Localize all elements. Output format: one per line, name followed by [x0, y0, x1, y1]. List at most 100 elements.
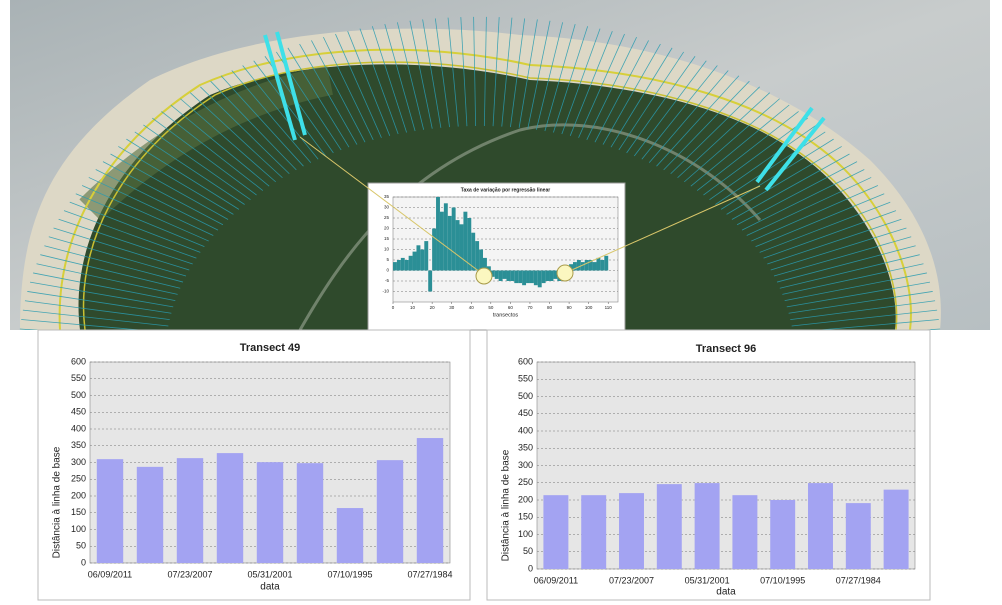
- bar: [376, 460, 404, 563]
- bar: [463, 211, 468, 271]
- y-tick-label: 200: [518, 494, 533, 504]
- y-axis-label: Distância à linha de base: [52, 446, 63, 558]
- bar: [396, 260, 401, 271]
- transect: [518, 19, 538, 128]
- x-tick-label: 0: [392, 305, 395, 310]
- road: [298, 123, 762, 330]
- y-tick-label: 550: [518, 374, 533, 384]
- bar: [584, 260, 589, 271]
- bar: [573, 262, 577, 271]
- transect: [696, 111, 799, 191]
- transect: [27, 291, 172, 314]
- bar: [498, 270, 503, 281]
- bar: [600, 260, 605, 271]
- y-tick-label: 250: [518, 477, 533, 487]
- transect: [434, 18, 450, 128]
- highlight-transect: [263, 34, 297, 141]
- transect: [24, 300, 170, 320]
- bar: [510, 270, 515, 281]
- transect: [102, 161, 224, 226]
- transect: [776, 245, 916, 283]
- bar: [588, 260, 593, 271]
- transect: [527, 20, 551, 129]
- transect: [726, 146, 842, 215]
- bar: [514, 270, 519, 284]
- satellite-map: [10, 0, 990, 330]
- transect: [690, 104, 790, 187]
- transect: [663, 80, 750, 171]
- transect: [220, 75, 304, 167]
- y-tick-label: 350: [518, 443, 533, 453]
- y-tick-label: 20: [384, 226, 390, 231]
- y-tick-label: 50: [523, 546, 533, 556]
- transect: [323, 36, 374, 141]
- transect: [677, 92, 771, 179]
- transect: [483, 16, 487, 127]
- transect: [790, 300, 936, 320]
- y-tick-label: 550: [71, 373, 86, 383]
- bar: [136, 466, 164, 563]
- transect: [33, 272, 176, 302]
- bar: [541, 270, 546, 284]
- bar: [459, 224, 464, 271]
- transect: [755, 193, 885, 248]
- transect: [553, 26, 589, 133]
- y-tick-label: 300: [71, 457, 86, 467]
- bar: [400, 257, 405, 271]
- x-tick-label: 100: [585, 305, 593, 310]
- transect: [231, 70, 312, 163]
- bar: [451, 207, 456, 271]
- transect: [501, 17, 513, 127]
- transect: [782, 263, 924, 295]
- bar: [424, 241, 429, 271]
- transect: [180, 98, 276, 183]
- y-tick-label: 0: [528, 563, 533, 573]
- transect: [143, 124, 251, 201]
- x-tick-label: 90: [567, 305, 573, 310]
- transect: [684, 98, 780, 183]
- bar: [490, 270, 495, 277]
- transect: [751, 185, 879, 242]
- bar: [420, 249, 425, 271]
- transect: [53, 227, 190, 271]
- y-tick-label: 200: [71, 490, 86, 500]
- transect: [134, 131, 245, 205]
- bar: [336, 508, 364, 563]
- transect: [81, 185, 209, 242]
- transect-marker: [475, 267, 493, 285]
- y-tick-label: 15: [384, 236, 390, 241]
- transect: [118, 146, 234, 215]
- transect: [741, 169, 865, 231]
- transect: [602, 43, 661, 145]
- x-tick-label: 50: [488, 305, 494, 310]
- transect: [29, 281, 174, 308]
- transect: [544, 24, 576, 132]
- transect: [788, 291, 933, 314]
- bar: [447, 215, 452, 271]
- transect: [473, 16, 477, 127]
- bar: [443, 203, 448, 271]
- transect: [670, 86, 760, 175]
- transect: [152, 117, 257, 196]
- bar: [580, 262, 585, 271]
- transect: [492, 17, 500, 127]
- highlight-transect: [275, 31, 307, 136]
- transect: [786, 281, 931, 308]
- transect: [200, 86, 290, 175]
- transect: [736, 161, 858, 226]
- transect: [569, 31, 613, 136]
- bar: [537, 270, 542, 288]
- x-tick-label: 40: [469, 305, 475, 310]
- chart-title: Transect 49: [240, 342, 301, 354]
- transect: [770, 227, 907, 271]
- bar: [522, 270, 527, 286]
- bar: [518, 270, 523, 284]
- transect: [287, 47, 350, 148]
- bar: [436, 197, 440, 271]
- bar: [404, 260, 409, 271]
- transect: [253, 60, 327, 157]
- bar: [845, 503, 871, 569]
- bar: [467, 218, 472, 271]
- highlight-transect: [764, 116, 826, 192]
